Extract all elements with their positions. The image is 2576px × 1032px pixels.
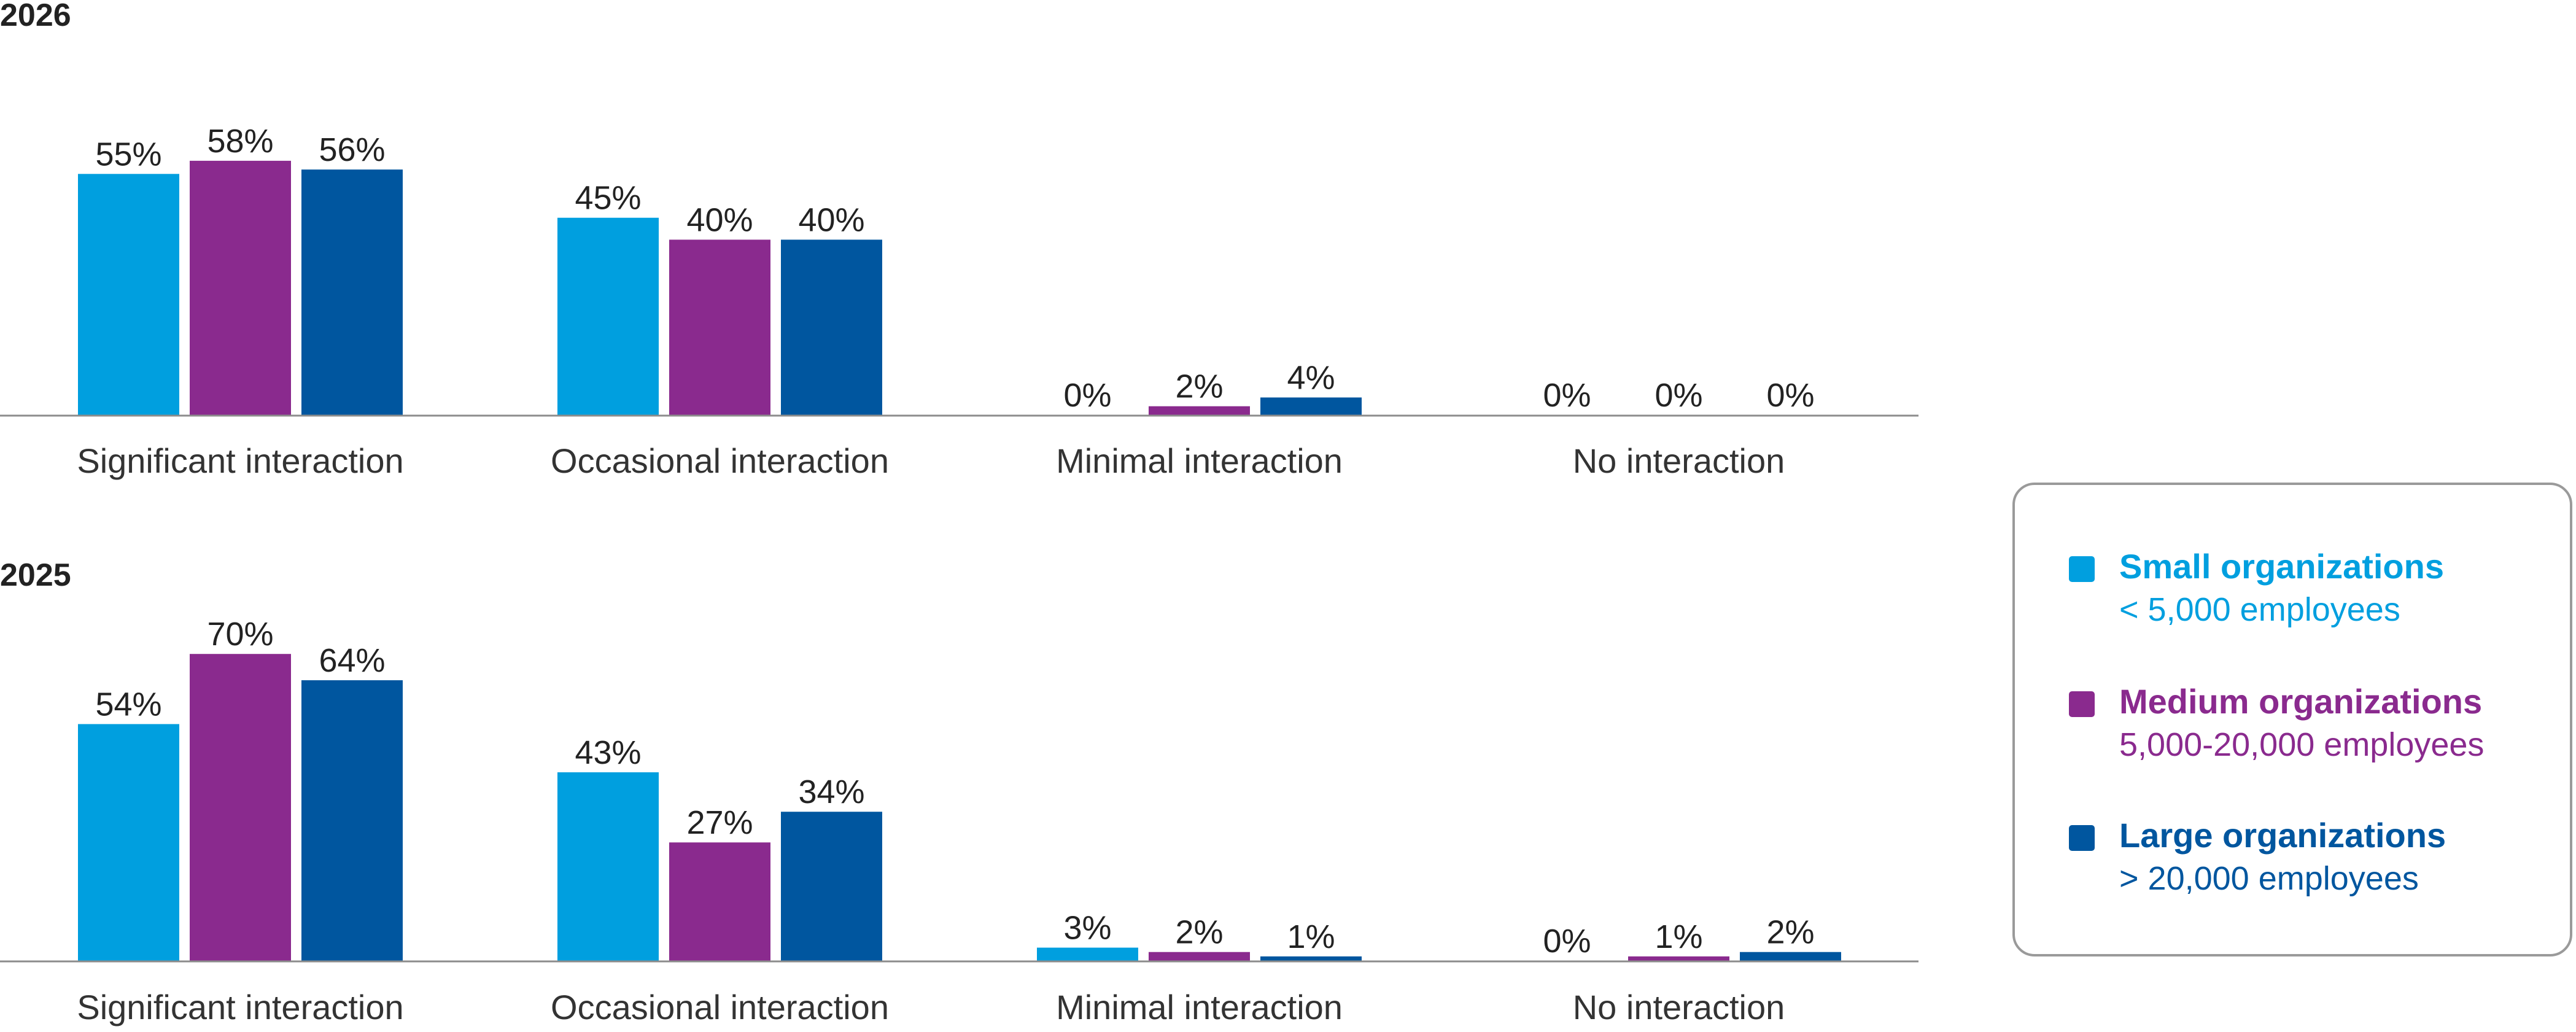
data-label-2025-minimal-interaction-medium-organizations: 2%	[1175, 914, 1223, 951]
category-label-2026-occasional-interaction: Occasional interaction	[551, 441, 889, 480]
legend-name-medium: Medium organizations	[2119, 682, 2483, 721]
bar-2025-occasional-interaction-small-organizations	[557, 772, 659, 961]
bar-2025-significant-interaction-large-organizations	[301, 680, 403, 961]
bar-2025-minimal-interaction-large-organizations	[1260, 956, 1362, 961]
bar-2026-significant-interaction-small-organizations	[78, 174, 179, 415]
chart-title-2025: 2025	[0, 557, 71, 593]
bar-2025-significant-interaction-small-organizations	[78, 724, 179, 961]
legend-name-small: Small organizations	[2119, 547, 2444, 586]
chart-title-2026: 2026	[0, 0, 71, 33]
category-label-2025-significant-interaction: Significant interaction	[77, 988, 403, 1026]
data-label-2026-minimal-interaction-medium-organizations: 2%	[1175, 368, 1223, 405]
bar-2026-significant-interaction-large-organizations	[301, 169, 403, 415]
category-label-2025-occasional-interaction: Occasional interaction	[551, 988, 889, 1026]
data-label-2026-minimal-interaction-large-organizations: 4%	[1287, 359, 1335, 396]
bar-2025-occasional-interaction-medium-organizations	[669, 842, 770, 961]
data-label-2026-no-interaction-medium-organizations: 0%	[1655, 377, 1702, 414]
category-label-2025-minimal-interaction: Minimal interaction	[1056, 988, 1343, 1026]
bar-2026-minimal-interaction-large-organizations	[1260, 397, 1362, 415]
data-label-2025-significant-interaction-small-organizations: 54%	[95, 686, 161, 723]
data-label-2025-significant-interaction-medium-organizations: 70%	[207, 616, 273, 653]
data-label-2025-no-interaction-medium-organizations: 1%	[1655, 918, 1702, 955]
category-label-2026-no-interaction: No interaction	[1573, 441, 1785, 480]
legend: Small organizations < 5,000 employees Me…	[2012, 483, 2572, 956]
bar-2025-no-interaction-medium-organizations	[1628, 956, 1729, 961]
bar-2025-significant-interaction-medium-organizations	[190, 654, 291, 961]
bar-2025-occasional-interaction-large-organizations	[781, 812, 882, 961]
bar-2026-occasional-interaction-medium-organizations	[669, 239, 770, 415]
category-label-2026-minimal-interaction: Minimal interaction	[1056, 441, 1343, 480]
bar-2025-no-interaction-large-organizations	[1740, 952, 1841, 961]
data-label-2025-significant-interaction-large-organizations: 64%	[319, 642, 385, 679]
bar-2026-significant-interaction-medium-organizations	[190, 160, 291, 415]
legend-sub-small: < 5,000 employees	[2119, 591, 2400, 628]
legend-sub-medium: 5,000-20,000 employees	[2119, 726, 2485, 763]
data-label-2025-no-interaction-large-organizations: 2%	[1766, 914, 1814, 951]
category-label-2025-no-interaction: No interaction	[1573, 988, 1785, 1026]
bar-2025-minimal-interaction-small-organizations	[1037, 947, 1138, 961]
data-label-2026-significant-interaction-medium-organizations: 58%	[207, 123, 273, 160]
category-label-2026-significant-interaction: Significant interaction	[77, 441, 403, 480]
legend-sub-large: > 20,000 employees	[2119, 860, 2419, 897]
legend-swatch-large	[2069, 825, 2095, 851]
legend-swatch-medium	[2069, 691, 2095, 717]
data-label-2026-significant-interaction-large-organizations: 56%	[319, 131, 385, 168]
data-label-2026-occasional-interaction-large-organizations: 40%	[798, 201, 864, 238]
data-label-2026-no-interaction-large-organizations: 0%	[1766, 377, 1814, 414]
legend-name-large: Large organizations	[2119, 816, 2446, 855]
data-label-2025-occasional-interaction-small-organizations: 43%	[575, 734, 641, 771]
legend-swatch-small	[2069, 556, 2095, 582]
bar-2026-minimal-interaction-medium-organizations	[1149, 406, 1250, 415]
data-label-2026-significant-interaction-small-organizations: 55%	[95, 136, 161, 173]
data-label-2026-no-interaction-small-organizations: 0%	[1543, 377, 1591, 414]
bar-2026-occasional-interaction-large-organizations	[781, 239, 882, 415]
data-label-2025-occasional-interaction-medium-organizations: 27%	[686, 804, 753, 841]
data-label-2025-no-interaction-small-organizations: 0%	[1543, 923, 1591, 960]
bar-2026-occasional-interaction-small-organizations	[557, 217, 659, 415]
data-label-2025-occasional-interaction-large-organizations: 34%	[798, 774, 864, 810]
data-label-2026-occasional-interaction-small-organizations: 45%	[575, 180, 641, 217]
bar-2025-minimal-interaction-medium-organizations	[1149, 952, 1250, 961]
data-label-2025-minimal-interaction-large-organizations: 1%	[1287, 918, 1335, 955]
data-label-2025-minimal-interaction-small-organizations: 3%	[1063, 910, 1111, 947]
data-label-2026-occasional-interaction-medium-organizations: 40%	[686, 201, 753, 238]
data-label-2026-minimal-interaction-small-organizations: 0%	[1063, 377, 1111, 414]
